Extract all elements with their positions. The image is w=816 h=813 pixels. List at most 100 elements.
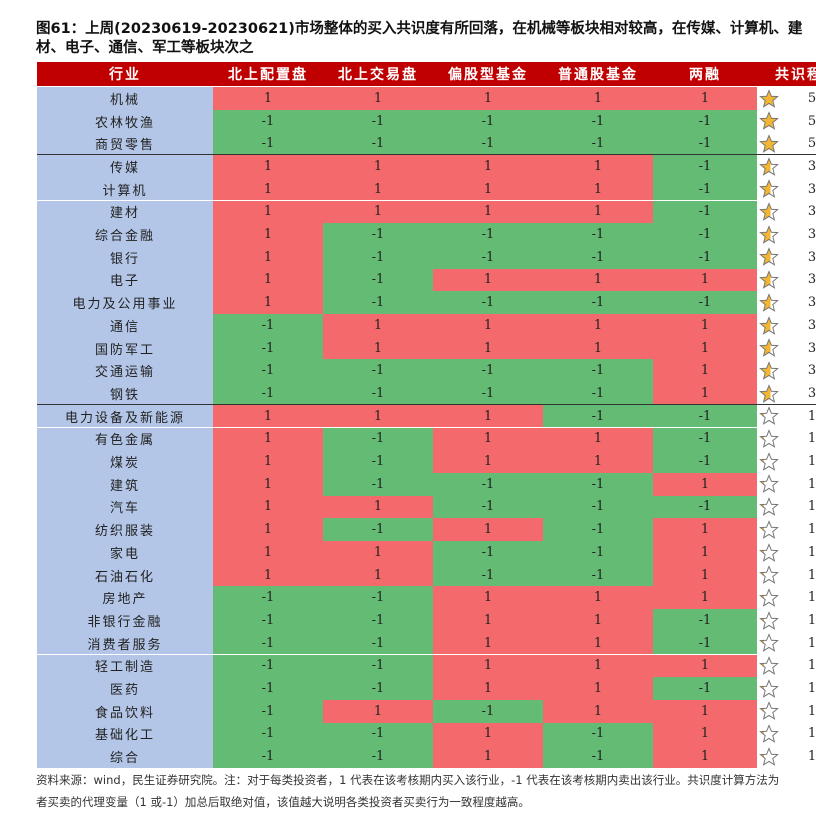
title-line: 材、电子、通信、军工等板块次之 [36, 40, 254, 56]
industry-cell: 汽车 [37, 495, 213, 519]
value-cell: -1 [543, 382, 653, 405]
consensus-star [759, 497, 779, 516]
value-cell: -1 [323, 359, 433, 383]
consensus-value: 1 [807, 726, 816, 742]
value-cell: 1 [433, 268, 543, 292]
value-cell: -1 [213, 586, 323, 610]
value-cell: -1 [653, 291, 757, 314]
value-cell: -1 [323, 223, 433, 246]
industry-cell: 机械 [37, 87, 213, 110]
consensus-value: 3 [807, 227, 816, 243]
star-shape [759, 542, 779, 562]
star-shape [759, 474, 779, 494]
star-shape [759, 315, 779, 335]
header-cell: 北上交易盘 [323, 62, 433, 86]
value-cell: 1 [543, 450, 653, 473]
consensus-star [759, 383, 779, 403]
value-cell: 1 [543, 699, 653, 723]
value-cell: 1 [433, 586, 543, 610]
value-cell: 1 [433, 745, 543, 768]
consensus-value: 3 [807, 340, 816, 356]
consensus-star [759, 111, 779, 131]
value-cell: 1 [433, 155, 543, 178]
industry-cell: 电力及公用事业 [37, 291, 213, 314]
value-cell: 1 [433, 314, 543, 337]
value-cell: -1 [323, 586, 433, 610]
value-cell: 1 [543, 654, 653, 678]
value-cell: 1 [653, 336, 757, 360]
value-cell: -1 [323, 382, 433, 405]
header-cell: 偏股型基金 [433, 62, 543, 86]
consensus-star [759, 588, 779, 607]
industry-cell: 商贸零售 [37, 132, 213, 156]
consensus-value: 3 [807, 204, 816, 220]
value-cell: 1 [323, 699, 433, 723]
value-cell: 1 [653, 699, 757, 723]
value-cell: 1 [433, 450, 543, 473]
value-cell: 1 [213, 427, 323, 451]
consensus-star [759, 156, 779, 176]
value-cell: -1 [653, 245, 757, 269]
value-cell: 1 [213, 245, 323, 269]
value-cell: -1 [433, 245, 543, 269]
value-cell: -1 [543, 404, 653, 428]
value-cell: -1 [323, 109, 433, 133]
value-cell: -1 [323, 245, 433, 269]
consensus-star [759, 247, 779, 267]
value-cell: -1 [653, 427, 757, 451]
value-cell: -1 [213, 109, 323, 133]
value-cell: -1 [433, 359, 543, 383]
star-shape [759, 429, 779, 448]
value-cell: 1 [213, 223, 323, 246]
consensus-star [759, 746, 779, 766]
value-cell: 1 [323, 200, 433, 224]
value-cell: -1 [653, 450, 757, 473]
value-cell: 1 [323, 563, 433, 587]
value-cell: 1 [543, 155, 653, 178]
star-shape [759, 338, 779, 358]
value-cell: -1 [213, 132, 323, 156]
value-cell: -1 [213, 609, 323, 632]
value-cell: -1 [213, 336, 323, 360]
industry-cell: 传媒 [37, 155, 213, 178]
value-cell: 1 [653, 268, 757, 292]
value-cell: -1 [653, 223, 757, 246]
value-cell: 1 [213, 563, 323, 587]
value-cell: -1 [543, 563, 653, 587]
value-cell: 1 [323, 87, 433, 110]
star-shape [759, 292, 779, 312]
star-shape [759, 179, 779, 199]
industry-cell: 基础化工 [37, 722, 213, 746]
value-cell: 1 [653, 472, 757, 496]
value-cell: -1 [653, 177, 757, 201]
value-cell: 1 [213, 177, 323, 201]
industry-cell: 医药 [37, 677, 213, 700]
value-cell: 1 [543, 268, 653, 292]
consensus-star [759, 406, 779, 426]
value-cell: 1 [543, 336, 653, 360]
value-cell: 1 [213, 450, 323, 473]
star-shape [759, 156, 779, 176]
industry-cell: 交通运输 [37, 359, 213, 383]
value-cell: 1 [213, 404, 323, 428]
title-line: 图61：上周(20230619-20230621)市场整体的买入共识度有所回落，… [36, 21, 803, 37]
value-cell: 1 [543, 609, 653, 632]
value-cell: -1 [213, 745, 323, 768]
header-cell: 行业 [37, 62, 213, 86]
consensus-value: 1 [807, 703, 816, 719]
value-cell: 1 [323, 541, 433, 564]
consensus-value: 1 [807, 499, 816, 515]
value-cell: 1 [543, 314, 653, 337]
star-shape [759, 724, 779, 743]
value-cell: 1 [213, 495, 323, 519]
consensus-star [759, 633, 779, 653]
consensus-value: 1 [807, 567, 816, 583]
value-cell: -1 [543, 495, 653, 519]
star-shape [759, 361, 779, 380]
value-cell: 1 [543, 677, 653, 700]
consensus-value: 1 [807, 522, 816, 538]
value-cell: -1 [543, 722, 653, 746]
industry-cell: 银行 [37, 245, 213, 269]
value-cell: -1 [323, 268, 433, 292]
